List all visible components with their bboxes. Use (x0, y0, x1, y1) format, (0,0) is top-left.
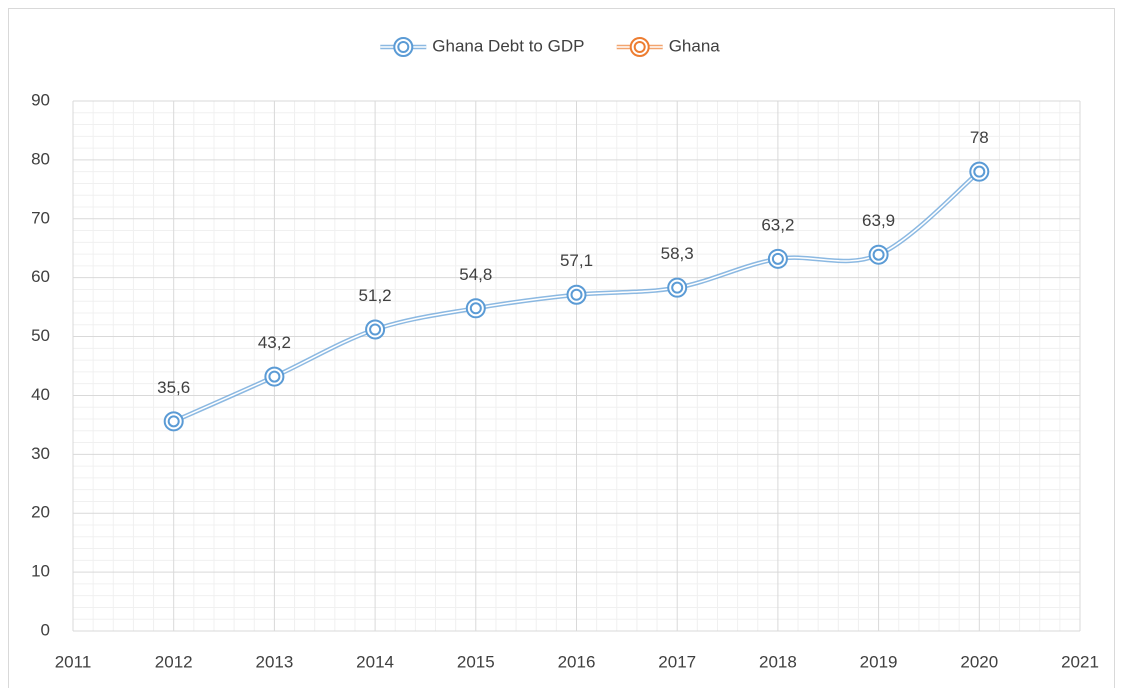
data-point (264, 366, 285, 387)
marker-ring (671, 281, 684, 294)
data-label: 57,1 (560, 251, 593, 270)
data-point (465, 298, 486, 319)
x-tick-label: 2015 (457, 652, 495, 671)
data-point (163, 411, 184, 432)
marker-ring (570, 288, 583, 301)
x-tick-label: 2017 (658, 652, 696, 671)
marker-ring (369, 323, 382, 336)
y-tick-label: 40 (31, 385, 50, 404)
y-tick-label: 20 (31, 503, 50, 522)
y-tick-label: 10 (31, 562, 50, 581)
data-point (969, 161, 990, 182)
data-point (365, 319, 386, 340)
y-tick-label: 60 (31, 267, 50, 286)
marker-ring (872, 248, 885, 261)
x-tick-label: 2020 (960, 652, 998, 671)
marker-ring (268, 370, 281, 383)
data-point (566, 284, 587, 305)
x-tick-label: 2019 (860, 652, 898, 671)
y-tick-label: 90 (31, 90, 50, 109)
legend-label: Ghana Debt to GDP (432, 36, 584, 55)
data-point (767, 248, 788, 269)
legend-marker (629, 37, 650, 57)
marker-ring (167, 415, 180, 428)
marker-ring (633, 41, 646, 53)
data-point (868, 244, 889, 265)
marker-ring (469, 302, 482, 315)
data-label: 35,6 (157, 378, 190, 397)
data-label: 51,2 (359, 286, 392, 305)
x-tick-label: 2012 (155, 652, 193, 671)
marker-ring (397, 41, 410, 53)
y-tick-label: 50 (31, 326, 50, 345)
x-tick-label: 2013 (255, 652, 293, 671)
data-label: 43,2 (258, 333, 291, 352)
x-tick-label: 2021 (1061, 652, 1099, 671)
data-point (667, 277, 688, 298)
data-label: 63,2 (761, 215, 794, 234)
legend-label: Ghana (669, 36, 721, 55)
y-tick-label: 70 (31, 208, 50, 227)
y-tick-label: 0 (41, 620, 50, 639)
x-tick-label: 2018 (759, 652, 797, 671)
x-tick-label: 2014 (356, 652, 394, 671)
x-tick-label: 2011 (55, 652, 92, 671)
data-label: 58,3 (661, 244, 694, 263)
data-label: 54,8 (459, 265, 492, 284)
data-label: 78 (970, 128, 989, 147)
y-tick-label: 80 (31, 149, 50, 168)
marker-ring (771, 252, 784, 265)
y-tick-label: 30 (31, 444, 50, 463)
data-label: 63,9 (862, 211, 895, 230)
x-tick-label: 2016 (558, 652, 596, 671)
legend-marker (393, 37, 414, 57)
marker-ring (973, 165, 986, 178)
